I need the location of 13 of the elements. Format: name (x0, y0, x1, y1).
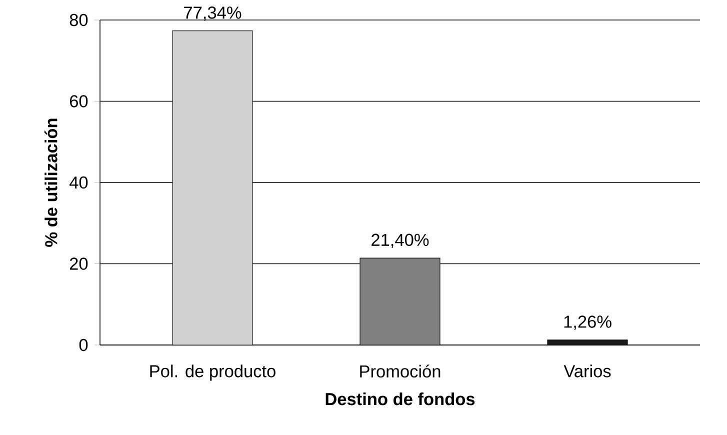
x-axis-title: Destino de fondos (326, 392, 475, 406)
y-axis-title: % de utilización (44, 118, 58, 247)
y-tick-label: 40 (69, 176, 88, 189)
x-tick-label: Varios (564, 364, 611, 378)
data-label: 1,26% (564, 316, 612, 330)
y-tick-label: 60 (70, 95, 88, 108)
y-tick-label: 80 (70, 14, 88, 26)
data-label: 77,34% (184, 6, 242, 21)
x-tick-label: Pol. de producto (150, 364, 276, 381)
y-tick-label: 0 (79, 338, 88, 352)
data-label: 21,40% (372, 234, 429, 248)
x-tick-label: Promoción (360, 364, 440, 378)
y-tick-label: 20 (70, 258, 88, 270)
